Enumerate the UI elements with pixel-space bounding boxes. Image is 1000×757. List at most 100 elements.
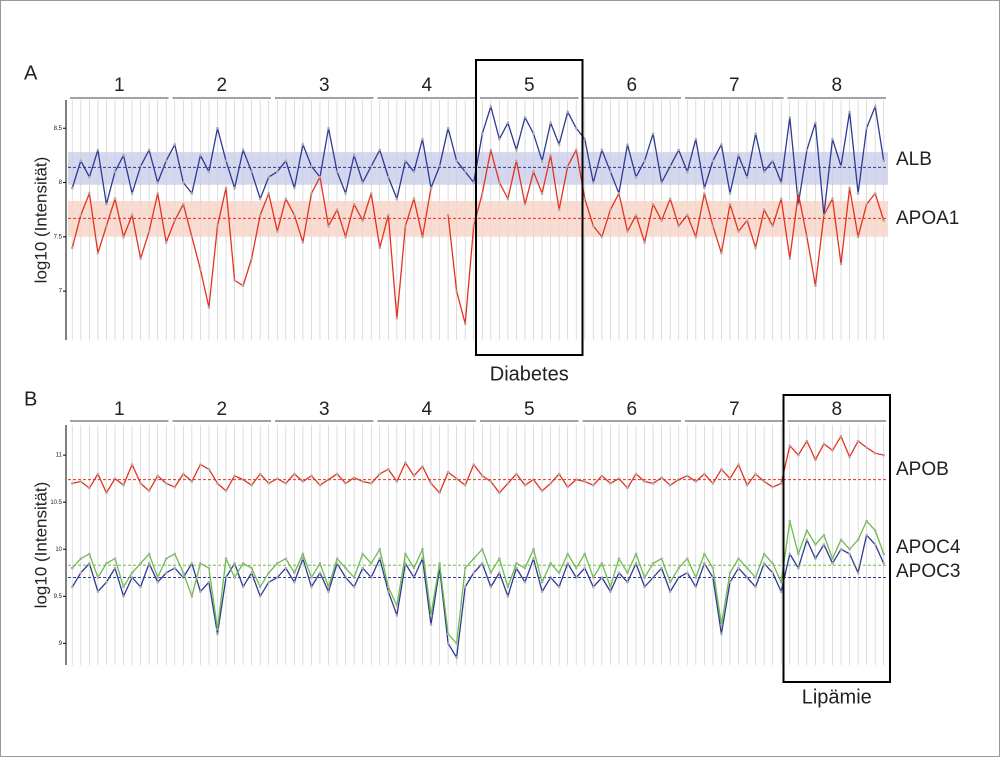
data-point <box>480 192 484 195</box>
data-point <box>472 181 476 184</box>
series-line <box>72 434 884 495</box>
data-point <box>668 197 672 201</box>
data-point <box>267 571 271 575</box>
data-point <box>523 580 527 584</box>
data-point <box>779 482 783 485</box>
data-point <box>122 585 125 589</box>
series-line <box>71 533 885 660</box>
data-point <box>404 159 407 163</box>
data-point <box>327 585 330 589</box>
data-point <box>626 571 629 575</box>
data-point <box>207 306 211 309</box>
data-point <box>745 219 749 222</box>
data-point <box>839 262 843 266</box>
highlight-box <box>782 394 891 683</box>
data-point <box>882 453 886 457</box>
legend-label: APOC4 <box>896 537 961 558</box>
data-point <box>412 474 416 478</box>
group-label: 1 <box>114 75 125 96</box>
data-point <box>848 547 851 551</box>
data-point <box>720 251 723 255</box>
data-point <box>523 566 527 570</box>
legend-label: APOC3 <box>896 561 960 582</box>
data-point <box>207 566 211 570</box>
data-point <box>592 483 595 487</box>
y-tick-label: 9 <box>59 641 63 647</box>
data-point <box>122 594 125 598</box>
data-point <box>848 552 851 556</box>
data-point <box>224 489 228 493</box>
data-point <box>387 213 390 217</box>
data-point <box>369 576 373 579</box>
data-point <box>335 557 339 560</box>
data-point <box>301 240 305 244</box>
data-point <box>600 474 604 478</box>
data-point <box>660 219 663 222</box>
data-point <box>446 642 450 645</box>
data-point <box>882 562 886 565</box>
data-point <box>147 148 151 152</box>
data-point <box>361 480 364 483</box>
data-point <box>754 576 757 579</box>
data-point <box>275 562 279 565</box>
data-point <box>814 121 817 125</box>
data-point <box>404 562 407 565</box>
data-point <box>822 533 826 537</box>
data-point <box>318 571 322 575</box>
data-point <box>284 482 288 485</box>
data-point <box>293 213 296 217</box>
legend-label: APOA1 <box>896 208 959 229</box>
group-label: 8 <box>831 399 842 420</box>
data-point <box>882 219 886 222</box>
data-point <box>130 463 134 466</box>
data-point <box>626 230 629 233</box>
data-point <box>241 284 245 288</box>
data-point <box>634 472 638 476</box>
data-point <box>182 571 185 575</box>
data-point <box>882 159 886 163</box>
panel-label: B <box>24 388 37 410</box>
data-point <box>429 623 433 626</box>
group-label: 5 <box>524 75 535 96</box>
data-point <box>284 557 288 560</box>
highlight-box <box>475 59 584 356</box>
data-point <box>831 562 834 565</box>
data-point <box>156 181 159 184</box>
data-point <box>284 159 288 163</box>
data-point <box>574 566 578 570</box>
data-point <box>600 235 604 239</box>
data-point <box>446 126 450 130</box>
data-point <box>609 208 612 211</box>
data-point <box>113 197 117 201</box>
data-point <box>361 552 364 556</box>
data-point <box>771 159 774 163</box>
data-point <box>463 170 467 173</box>
data-point <box>873 543 877 546</box>
data-point <box>882 552 886 556</box>
data-point <box>190 562 194 565</box>
data-point <box>105 562 108 565</box>
data-point <box>856 235 860 239</box>
data-point <box>745 576 749 579</box>
data-point <box>250 170 253 173</box>
data-point <box>207 170 211 173</box>
data-point <box>685 170 689 173</box>
data-point <box>703 472 706 476</box>
data-point <box>737 566 740 570</box>
data-point <box>79 159 83 163</box>
group-label: 4 <box>421 75 432 96</box>
data-point <box>139 585 142 589</box>
data-point <box>694 576 698 579</box>
data-point <box>498 181 501 184</box>
data-point <box>814 543 817 546</box>
data-point <box>387 590 390 593</box>
data-point <box>199 590 202 593</box>
data-point <box>318 483 322 487</box>
data-point <box>660 476 663 480</box>
data-point <box>421 465 424 468</box>
data-point <box>404 461 407 464</box>
data-point <box>583 552 587 556</box>
data-point <box>369 192 373 195</box>
data-point <box>233 278 236 282</box>
data-point <box>754 472 757 476</box>
